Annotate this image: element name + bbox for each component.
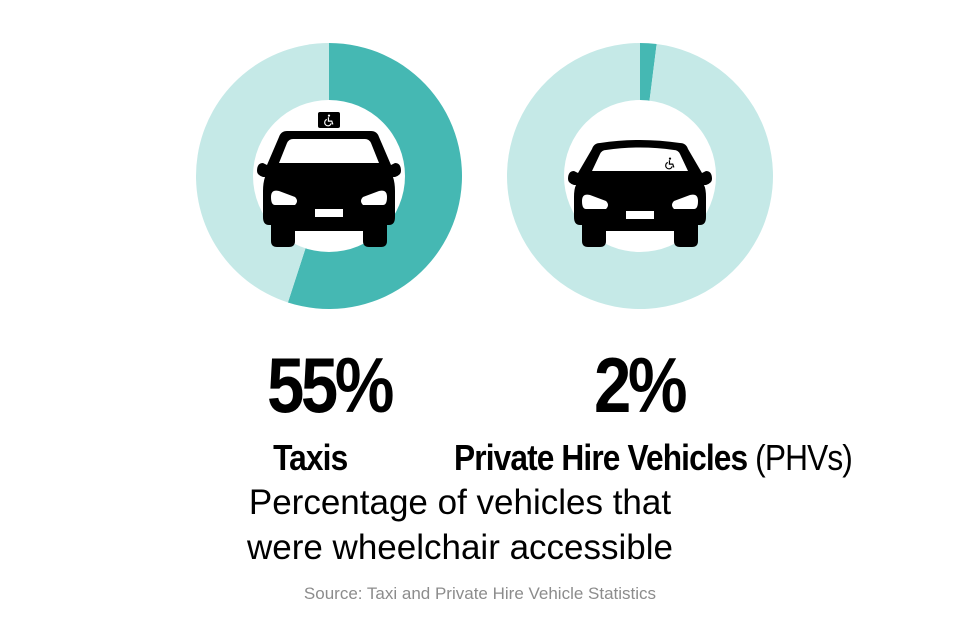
taxis-percent: 55% (267, 341, 394, 429)
taxi-icon (257, 112, 401, 247)
phvs-label-bold: Private Hire Vehicles (454, 437, 748, 478)
car-icon (568, 140, 712, 247)
taxis-label: Taxis (273, 436, 348, 480)
taxis-donut-chart (196, 43, 462, 309)
source-note: Source: Taxi and Private Hire Vehicle St… (303, 584, 657, 603)
phvs-percent: 2% (593, 341, 688, 429)
caption-line-1: Percentage of vehicles that (248, 483, 672, 522)
phvs-donut-chart (507, 43, 773, 309)
wheelchair-icon (665, 157, 675, 170)
phvs-label: Private Hire Vehicles (PHVs) (454, 436, 853, 480)
chart-caption: Percentage of vehicles that were wheelch… (0, 480, 960, 570)
wheelchair-icon (324, 114, 334, 127)
taxis-label-text: Taxis (273, 437, 348, 478)
caption-line-2: were wheelchair accessible (246, 528, 674, 567)
phvs-label-abbrev: (PHVs) (747, 437, 853, 478)
